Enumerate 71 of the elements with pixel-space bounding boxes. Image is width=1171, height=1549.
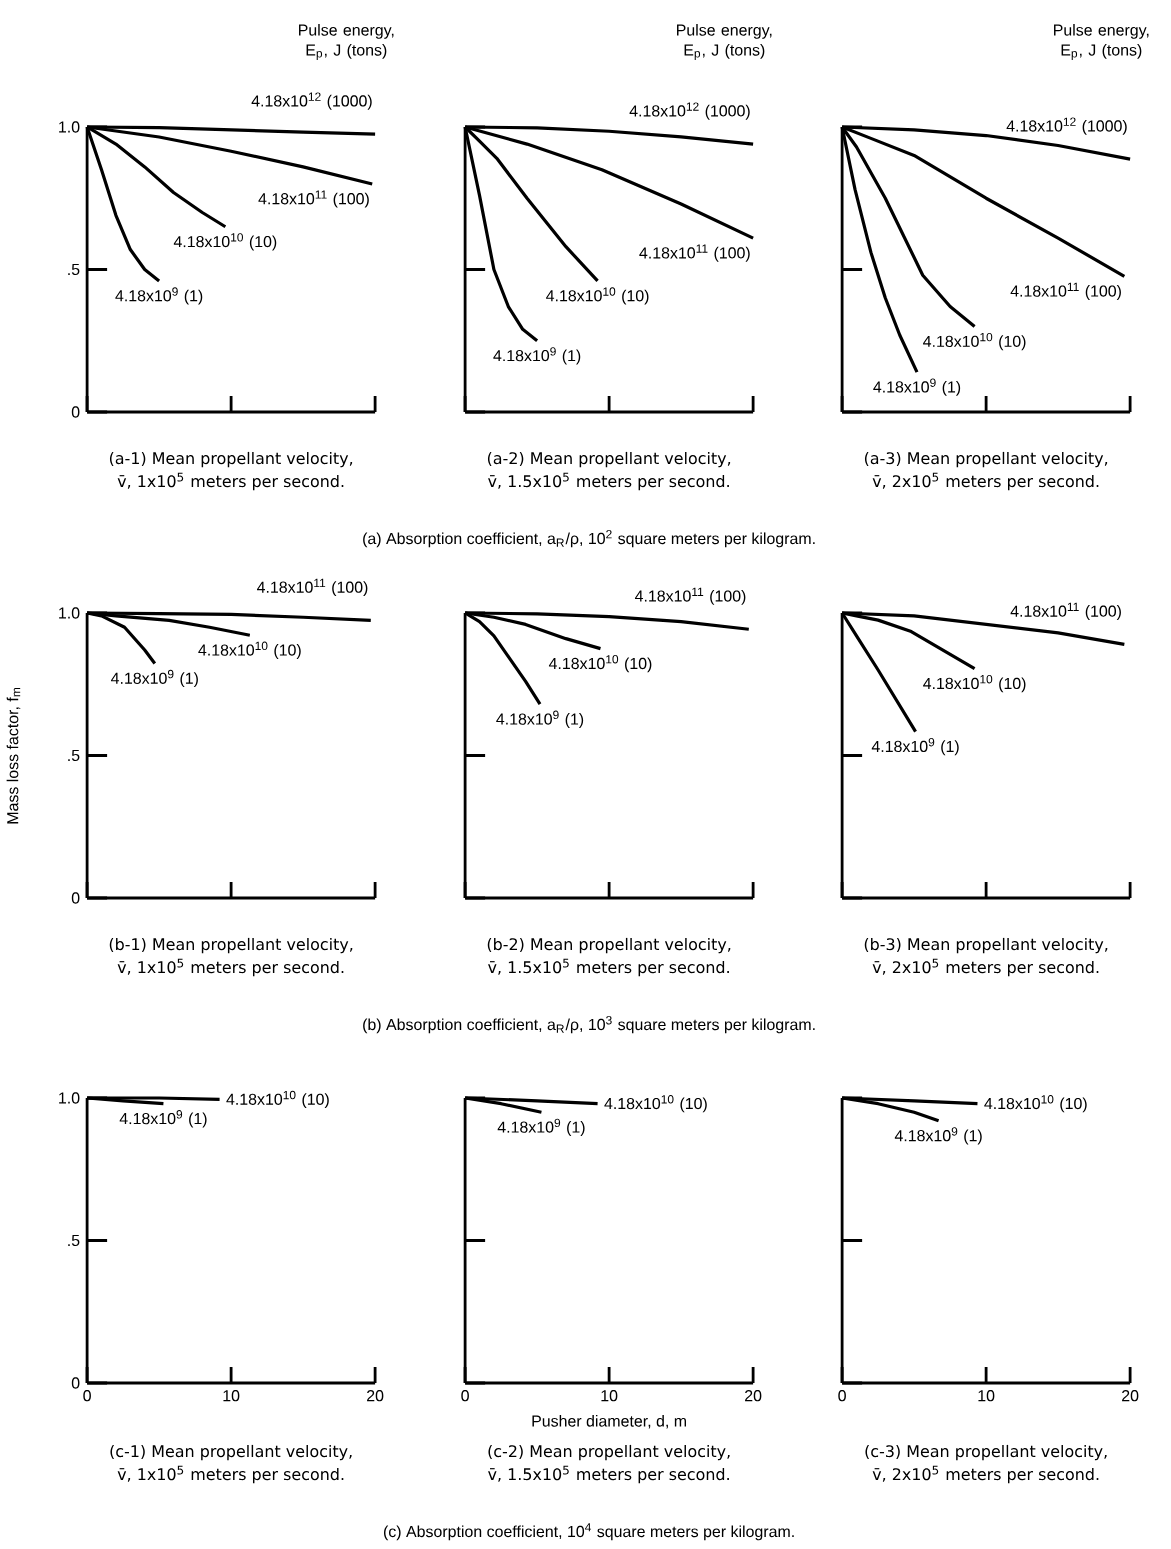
series-label: 4.18x10$^{10}$ (10)	[226, 1090, 329, 1109]
x-tick-label: 0	[838, 1390, 846, 1402]
series-label: 4.18x10$^{10}$ (10)	[198, 641, 301, 659]
y-axis-title: Mass loss factor, f$_{m}$	[6, 688, 21, 824]
series-label: 4.18x10$^{10}$ (10)	[923, 332, 1026, 351]
series-label: 4.18x10$^{9}$ (1)	[119, 1110, 207, 1128]
x-tick-label: 20	[1122, 1390, 1139, 1402]
text: (c-3) Mean propellant velocity,	[865, 1444, 1107, 1461]
text: (b-2) Mean propellant velocity,	[487, 937, 731, 954]
series-label: 4.18x10$^{11}$ (100)	[639, 244, 750, 262]
text: v̄, 1.5x10$^{5}$ meters per second.	[487, 472, 729, 491]
legend-title: Pulse energy, E$_{p}$, J (tons)	[1053, 23, 1149, 60]
series-label: 4.18x10$^{9}$ (1)	[497, 1118, 585, 1136]
series-label: 4.18x10$^{11}$ (100)	[258, 190, 369, 208]
x-tick-label: 10	[223, 1390, 240, 1402]
series-label: 4.18x10$^{10}$ (10)	[604, 1095, 707, 1113]
series-label: 4.18x10$^{11}$ (100)	[1010, 602, 1121, 620]
series-label: 4.18x10$^{10}$ (10)	[173, 233, 277, 251]
y-tick-label: .5	[68, 1234, 80, 1247]
series-label: 4.18x10$^{11}$ (100)	[256, 578, 368, 597]
y-tick-label: 0	[71, 1377, 80, 1389]
text: v̄, 2x10$^{5}$ meters per second.	[872, 472, 1099, 491]
series-label: 4.18x10$^{12}$ (1000)	[1006, 117, 1127, 135]
text: v̄, 1x10$^{5}$ meters per second.	[117, 1465, 344, 1484]
series-label: 4.18x10$^{11}$ (100)	[634, 587, 746, 605]
y-tick-label: .5	[68, 749, 80, 762]
series-label: 4.18x10$^{10}$ (10)	[923, 674, 1026, 693]
y-tick-label: 1.0	[59, 1092, 80, 1104]
x-tick-label: 10	[601, 1390, 618, 1402]
y-tick-label: 0	[71, 406, 80, 418]
x-tick-label: 10	[978, 1390, 995, 1402]
series-label: 4.18x10$^{9}$ (1)	[493, 347, 581, 365]
text: (c-2) Mean propellant velocity,	[488, 1444, 730, 1461]
series-label: 4.18x10$^{10}$ (10)	[984, 1095, 1087, 1113]
series-label: 4.18x10$^{9}$ (1)	[110, 669, 198, 688]
legend-title: Pulse energy, E$_{p}$, J (tons)	[298, 23, 394, 60]
text: (a) Absorption coefficient, a$_{R}$/ρ, 10$^{2}$ square meters per kilogram.	[363, 530, 815, 548]
series-label: 4.18x10$^{9}$ (1)	[894, 1127, 982, 1145]
text: (c-1) Mean propellant velocity,	[110, 1444, 352, 1461]
text: (a-2) Mean propellant velocity,	[487, 451, 731, 468]
x-axis-title: Pusher diameter, d, m	[532, 1414, 686, 1429]
text: v̄, 1.5x10$^{5}$ meters per second.	[487, 1465, 729, 1484]
x-tick-label: 20	[367, 1390, 384, 1402]
text: (b) Absorption coefficient, a$_{R}$/ρ, 10$^{3}$ square meters per kilogram.	[363, 1016, 815, 1034]
series-label: 4.18x10$^{9}$ (1)	[115, 287, 203, 305]
text: v̄, 2x10$^{5}$ meters per second.	[872, 1465, 1099, 1484]
y-tick-label: 1.0	[59, 121, 80, 133]
series-label: 4.18x10$^{10}$ (10)	[548, 655, 652, 673]
text: v̄, 2x10$^{5}$ meters per second.	[872, 958, 1099, 977]
text: (a-1) Mean propellant velocity,	[109, 451, 353, 468]
legend-label: 4.18x10$^{9}$ (1)	[871, 737, 959, 756]
x-tick-label: 0	[461, 1390, 469, 1402]
x-tick-label: 0	[83, 1390, 91, 1402]
series-label: 4.18x10$^{9}$ (1)	[873, 378, 961, 396]
text: (a-3) Mean propellant velocity,	[864, 451, 1108, 468]
text: v̄, 1.5x10$^{5}$ meters per second.	[487, 958, 729, 977]
series-label: 4.18x10$^{9}$ (1)	[496, 710, 584, 728]
y-tick-label: .5	[68, 263, 80, 276]
text: (b-1) Mean propellant velocity,	[109, 937, 353, 954]
series-label: 4.18x10$^{11}$ (100)	[1010, 282, 1121, 300]
y-tick-label: 0	[71, 892, 80, 904]
text: v̄, 1x10$^{5}$ meters per second.	[117, 958, 344, 977]
series-label: 4.18x10$^{12}$ (1000)	[629, 102, 750, 120]
series-label: 4.18x10$^{12}$ (1000)	[251, 92, 372, 110]
series-label: 4.18x10$^{10}$ (10)	[546, 287, 649, 305]
text: v̄, 1x10$^{5}$ meters per second.	[117, 472, 344, 491]
text: (b-3) Mean propellant velocity,	[864, 937, 1108, 954]
legend-title: Pulse energy, E$_{p}$, J (tons)	[676, 23, 772, 60]
y-tick-label: 1.0	[59, 607, 80, 619]
x-tick-label: 20	[745, 1390, 762, 1402]
text: (c) Absorption coefficient, 10$^{4}$ square meters per kilogram.	[383, 1523, 794, 1541]
